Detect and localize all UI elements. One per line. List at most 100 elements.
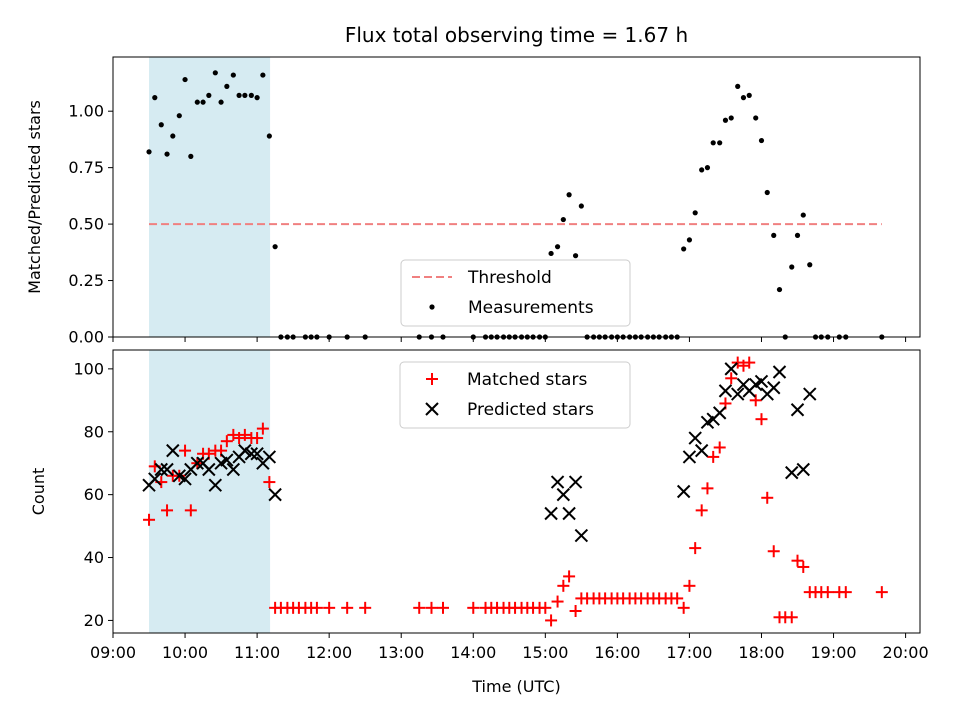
- measurement-point: [692, 210, 698, 216]
- ratio-legend-box: [400, 259, 631, 327]
- measurement-point: [218, 99, 224, 105]
- matched-star-point: [310, 601, 323, 614]
- matched-star-point: [220, 435, 233, 448]
- matched-star-point: [743, 356, 756, 369]
- matched-star-point: [179, 444, 192, 457]
- predicted-star-point: [730, 387, 745, 401]
- predicted-star-point: [767, 381, 781, 395]
- measurement-point: [800, 212, 806, 218]
- matched-stars-points: [143, 356, 888, 627]
- measurement-point: [254, 95, 260, 101]
- count-x-tick-label: 18:00: [738, 643, 784, 662]
- measurement-point: [710, 140, 716, 146]
- measurement-point: [266, 133, 272, 139]
- matched-star-point: [875, 586, 888, 599]
- count-panel: 20 40 60 80 100 09:00 10:00 11:00 12:00 13:00 14:…: [29, 349, 929, 696]
- count-y-tick-label: 80: [84, 422, 104, 441]
- measurement-point: [740, 95, 747, 101]
- predicted-star-point: [550, 475, 565, 489]
- measurement-point: [230, 72, 236, 78]
- measurement-point: [170, 133, 176, 139]
- measurement-point: [200, 99, 206, 105]
- count-x-tick-label: 10:00: [162, 643, 208, 662]
- matched-star-point: [713, 441, 726, 454]
- count-legend-box: [399, 361, 631, 429]
- matched-star-point: [707, 450, 720, 463]
- measurement-point: [794, 232, 801, 238]
- measurement-point: [548, 250, 554, 257]
- measurement-point: [242, 92, 248, 98]
- measurement-point: [164, 151, 170, 157]
- measurement-point: [728, 115, 734, 121]
- count-x-tick-label: 16:00: [594, 643, 640, 662]
- count-axes-frame: [112, 349, 921, 634]
- matched-star-point: [184, 504, 197, 517]
- predicted-star-point: [568, 475, 583, 489]
- predicted-star-point: [148, 472, 162, 486]
- matched-star-point: [569, 604, 582, 617]
- legend-measurements-label: Measurements: [468, 298, 594, 318]
- legend-threshold-label: Threshold: [467, 268, 552, 288]
- predicted-star-point: [154, 462, 168, 477]
- measurement-point: [753, 115, 759, 121]
- predicted-star-point: [190, 456, 205, 470]
- matched-star-point: [359, 601, 372, 614]
- measurement-point: [146, 149, 152, 155]
- count-x-tick-label: 17:00: [666, 643, 712, 662]
- matched-star-point: [767, 545, 780, 558]
- measurement-point: [699, 167, 705, 173]
- predicted-star-point: [556, 487, 571, 502]
- matched-star-point: [251, 432, 264, 445]
- highlight-span-bottom: [149, 350, 271, 633]
- measurement-point: [789, 264, 795, 270]
- measurement-point: [771, 232, 777, 238]
- predicted-star-point: [688, 431, 702, 445]
- ratio-y-tick-label: 0.75: [68, 158, 104, 177]
- matched-star-point: [671, 592, 684, 605]
- matched-star-point: [689, 542, 702, 555]
- measurement-point: [194, 99, 200, 105]
- measurement-point: [758, 137, 765, 144]
- predicted-star-point: [238, 443, 252, 458]
- predicted-star-point: [202, 462, 216, 477]
- measurement-point: [566, 192, 572, 198]
- matched-star-point: [437, 601, 450, 614]
- predicted-star-point: [166, 443, 180, 458]
- measurement-point: [764, 189, 770, 196]
- count-y-ticks: 20 40 60 80 100: [73, 359, 113, 630]
- predicted-star-point: [803, 387, 817, 401]
- measurement-point: [681, 246, 687, 252]
- measurement-point: [248, 92, 254, 98]
- count-x-tick-label: 15:00: [522, 643, 568, 662]
- count-y-tick-label: 60: [84, 485, 104, 504]
- measurement-point: [560, 216, 566, 223]
- matched-star-point: [683, 579, 696, 592]
- matched-star-point: [425, 601, 438, 614]
- count-x-tick-label: 14:00: [450, 643, 496, 662]
- matched-star-point: [701, 482, 714, 495]
- count-x-tick-label: 11:00: [234, 643, 280, 662]
- measurement-point: [776, 286, 783, 293]
- predicted-star-point: [268, 487, 282, 502]
- predicted-star-point: [676, 484, 691, 499]
- matched-star-point: [545, 614, 558, 627]
- count-x-tick-label: 13:00: [378, 643, 424, 662]
- predicted-star-point: [220, 453, 234, 467]
- ratio-y-ticks: 0.00 0.25 0.50 0.75 1.00: [68, 102, 113, 347]
- predicted-star-point: [544, 506, 558, 521]
- ratio-y-tick-label: 0.50: [68, 215, 104, 234]
- matched-star-point: [467, 601, 480, 614]
- ratio-y-axis-label: Matched/Predicted stars: [25, 100, 44, 294]
- count-x-tick-label: 19:00: [810, 643, 856, 662]
- chart-title: Flux total observing time = 1.67 h: [345, 23, 688, 47]
- predicted-star-point: [754, 374, 769, 389]
- predicted-star-point: [250, 447, 264, 461]
- predicted-star-point: [796, 462, 810, 477]
- legend-predicted-marker: [425, 402, 439, 416]
- predicted-star-point: [178, 472, 192, 486]
- matched-star-point: [821, 586, 834, 599]
- predicted-star-point: [244, 447, 259, 461]
- measurement-point: [188, 153, 194, 159]
- ratio-y-tick-label: 1.00: [68, 102, 104, 121]
